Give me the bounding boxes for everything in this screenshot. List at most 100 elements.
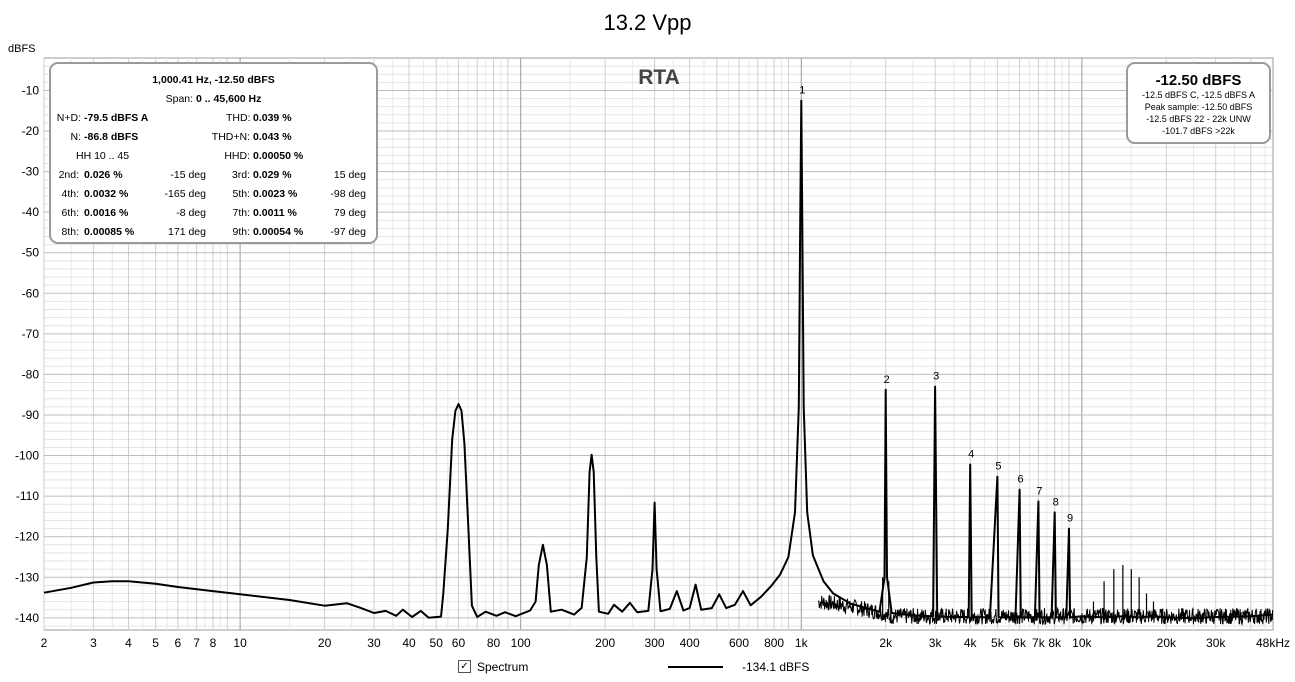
peak-line-1: -12.5 dBFS C, -12.5 dBFS A: [1141, 90, 1256, 100]
y-tick-label: -10: [22, 83, 40, 97]
harmonic-value: 0.00085 %: [84, 226, 135, 238]
harmonic-phase: -165 deg: [164, 188, 206, 200]
span-row: Span: 0 .. 45,600 Hz: [51, 90, 376, 109]
x-tick-label: 3k: [929, 636, 943, 650]
x-tick-label: 100: [511, 636, 531, 650]
thdn-value: 0.043 %: [253, 131, 292, 143]
thdn-label: THD+N:: [211, 131, 250, 143]
stats-header: 1,000.41 Hz, -12.50 dBFS: [152, 74, 275, 86]
x-tick-label: 80: [487, 636, 501, 650]
x-tick-label: 3: [90, 636, 97, 650]
nd-label: N+D:: [56, 112, 81, 124]
x-tick-label: 30k: [1206, 636, 1226, 650]
peak-label: 9: [1067, 513, 1073, 525]
x-tick-label: 8: [210, 636, 217, 650]
y-tick-label: -100: [15, 449, 39, 463]
thd-label: THD:: [226, 112, 251, 124]
thd-value: 0.039 %: [253, 112, 292, 124]
harmonic-phase: 171 deg: [168, 226, 206, 238]
harmonic-label: 8th:: [61, 226, 79, 238]
stats-box: 1,000.41 Hz, -12.50 dBFS Span: 0 .. 45,6…: [49, 62, 378, 244]
y-tick-label: -70: [22, 327, 40, 341]
x-tick-label: 10k: [1072, 636, 1092, 650]
harmonic-value: 0.0011 %: [253, 207, 297, 219]
x-tick-label: 50: [430, 636, 444, 650]
harmonic-label: 7th:: [232, 207, 250, 219]
harmonic-value: 0.029 %: [253, 169, 292, 181]
spectrum-line: [43, 99, 1274, 620]
x-tick-label: 200: [595, 636, 615, 650]
y-tick-label: -120: [15, 530, 39, 544]
x-tick-label: 5k: [991, 636, 1005, 650]
y-tick-label: -80: [22, 367, 40, 381]
x-tick-label: 8k: [1048, 636, 1062, 650]
harmonic-value: 0.00054 %: [253, 226, 304, 238]
peak-line-2: Peak sample: -12.50 dBFS: [1144, 102, 1253, 112]
harmonic-row: 8th: 0.00085 % 171 deg 9th: 0.00054 % -97 deg: [51, 223, 376, 242]
nd-value: -79.5 dBFS A: [84, 112, 149, 124]
harmonic-label: 2nd:: [58, 169, 79, 181]
hhd-label: HHD:: [224, 150, 250, 162]
x-tick-label: 4k: [964, 636, 978, 650]
x-tick-label: 6k: [1013, 636, 1027, 650]
legend-label: Spectrum: [477, 660, 529, 674]
peak-label: 6: [1018, 474, 1024, 486]
harmonic-label: 6th:: [61, 207, 79, 219]
harmonic-phase: 79 deg: [333, 207, 366, 219]
hh-label: HH 10 .. 45: [76, 150, 130, 162]
x-tick-label: 6: [175, 636, 182, 650]
span-value: 0 .. 45,600 Hz: [196, 93, 262, 105]
x-tick-label: 5: [152, 636, 159, 650]
harmonic-row: 4th: 0.0032 % -165 deg 5th: 0.0023 % -98 deg: [51, 185, 376, 204]
chart-title: 13.2 Vpp: [603, 10, 692, 35]
x-tick-label: 10: [233, 636, 247, 650]
harmonic-value: 0.0016 %: [84, 207, 129, 219]
nd-row: N+D: -79.5 dBFS A THD: 0.039 %: [51, 109, 376, 128]
x-tick-label: 40: [402, 636, 416, 650]
spectrum-checkbox[interactable]: ✓: [458, 660, 471, 673]
x-tick-label: 20k: [1157, 636, 1177, 650]
legend-swatch: [668, 666, 723, 668]
n-value: -86.8 dBFS: [84, 131, 139, 143]
peak-label: 3: [933, 371, 939, 383]
peak-label: 8: [1053, 496, 1059, 508]
peak-label: 4: [968, 448, 974, 460]
y-tick-label: -90: [22, 408, 40, 422]
x-tick-label: 7k: [1032, 636, 1046, 650]
peak-label: 1: [799, 85, 805, 97]
x-tick-label: 800: [764, 636, 784, 650]
x-tick-label: 2k: [879, 636, 893, 650]
x-tick-label: 2: [41, 636, 48, 650]
hhd-value: 0.00050 %: [253, 150, 304, 162]
harmonic-phase: -97 deg: [330, 226, 366, 238]
x-tick-label: 4: [125, 636, 132, 650]
harmonic-value: 0.0032 %: [84, 188, 129, 200]
x-tick-label: 400: [680, 636, 700, 650]
peak-line-4: -101.7 dBFS >22k: [1162, 126, 1235, 136]
peak-label: 2: [884, 374, 890, 386]
peak-line-3: -12.5 dBFS 22 - 22k UNW: [1146, 114, 1251, 124]
legend-value: -134.1 dBFS: [742, 660, 810, 674]
peak-label: 5: [995, 461, 1001, 473]
harmonic-row: 2nd: 0.026 % -15 deg 3rd: 0.029 % 15 deg: [51, 166, 376, 185]
harmonic-phase: -98 deg: [330, 188, 366, 200]
x-tick-label: 600: [729, 636, 749, 650]
n-label: N:: [70, 131, 82, 143]
harmonic-label: 4th:: [61, 188, 79, 200]
harmonics-table: 2nd: 0.026 % -15 deg 3rd: 0.029 % 15 deg 4th: 0…: [51, 166, 376, 242]
harmonic-label: 3rd:: [231, 169, 250, 181]
x-tick-label: 48kHz: [1256, 636, 1290, 650]
harmonic-value: 0.0023 %: [253, 188, 298, 200]
harmonic-phase: 15 deg: [333, 169, 366, 181]
peak-label: 7: [1036, 485, 1042, 497]
harmonic-value: 0.026 %: [84, 169, 123, 181]
harmonic-phase: -15 deg: [170, 169, 206, 181]
span-label: Span:: [165, 93, 194, 105]
y-tick-label: -60: [22, 286, 40, 300]
rta-label: RTA: [638, 66, 680, 89]
x-tick-label: 30: [367, 636, 381, 650]
y-axis-label: dBFS: [8, 43, 36, 55]
n-row: N: -86.8 dBFS THD+N: 0.043 %: [51, 128, 376, 147]
y-tick-label: -20: [22, 124, 40, 138]
peak-box: -12.50 dBFS -12.5 dBFS C, -12.5 dBFS A P…: [1126, 62, 1271, 144]
